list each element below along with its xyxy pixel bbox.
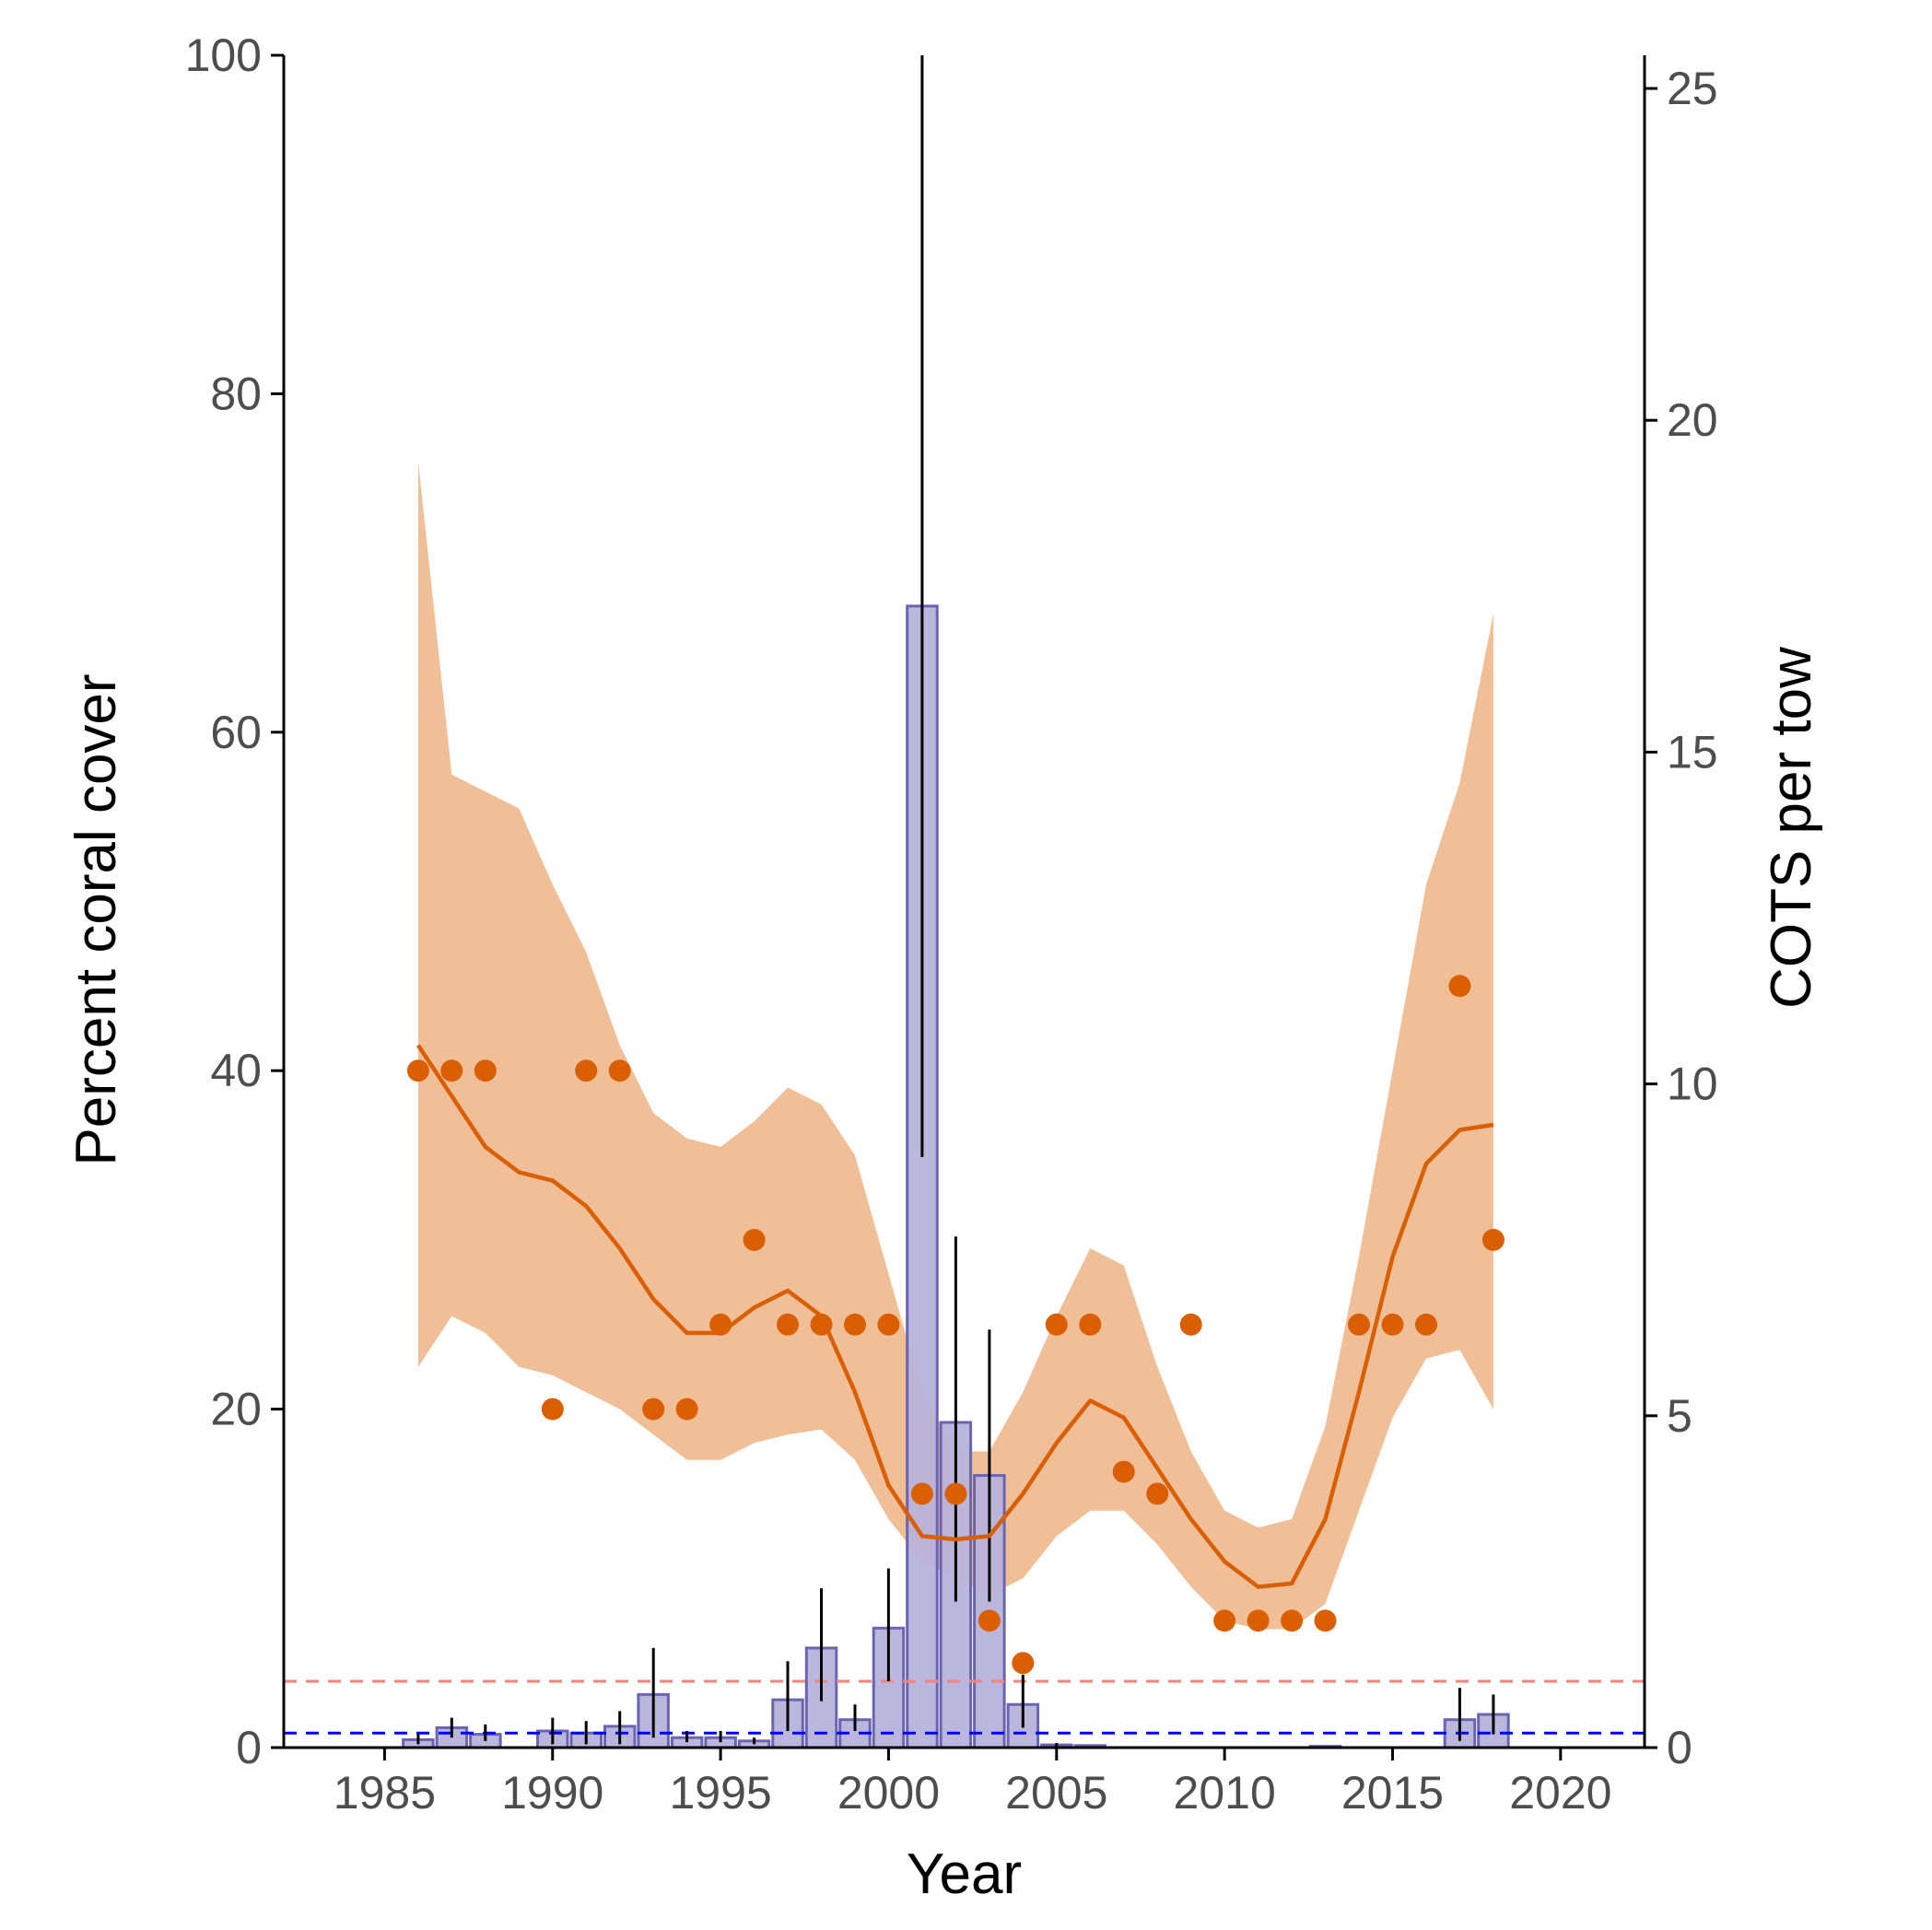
coral-point <box>944 1482 967 1505</box>
coral-point <box>844 1313 866 1336</box>
coral-point <box>1247 1609 1270 1632</box>
coral-point <box>1012 1652 1035 1675</box>
coral-point <box>810 1313 833 1336</box>
coral-point <box>1381 1313 1404 1336</box>
x-tick-label: 2000 <box>837 1767 940 1819</box>
coral-point <box>1079 1313 1102 1336</box>
coral-point <box>642 1398 665 1421</box>
coral-point <box>1314 1609 1337 1632</box>
y2-tick-label: 10 <box>1667 1059 1718 1110</box>
coral-point <box>743 1228 766 1251</box>
smooth-line <box>416 1044 1494 1589</box>
y-tick-label: 20 <box>210 1384 262 1435</box>
y2-tick-label: 25 <box>1667 63 1718 114</box>
coral-point-layer <box>406 975 1505 1675</box>
y-tick-label: 80 <box>210 368 262 419</box>
y2-tick-label: 5 <box>1667 1390 1692 1442</box>
x-axis-title: Year <box>907 1842 1022 1906</box>
coral-point <box>877 1313 900 1336</box>
coral-point <box>1213 1609 1236 1632</box>
axis-layer: 0 20 40 60 80 100 0 5 10 15 20 25 1985 1990 1995 2000 20… <box>185 29 1718 1819</box>
x-tick-label: 1985 <box>334 1767 436 1819</box>
coral-point <box>1348 1313 1370 1336</box>
coral-point <box>1112 1460 1135 1483</box>
x-tick-label: 2020 <box>1509 1767 1611 1819</box>
coral-point <box>777 1313 799 1336</box>
coral-point <box>1481 1228 1505 1251</box>
coral-point <box>440 1059 463 1082</box>
smooth-line-layer <box>416 1044 1494 1589</box>
coral-point <box>1146 1482 1169 1505</box>
confidence-ribbon <box>417 461 1493 1630</box>
y-tick-label: 40 <box>210 1045 262 1096</box>
coral-point <box>608 1059 631 1082</box>
y2-axis-title: COTS per tow <box>1760 647 1823 1009</box>
coral-point <box>1045 1313 1068 1336</box>
coral-point <box>675 1398 698 1421</box>
confidence-ribbon-layer <box>417 461 1493 1630</box>
y-tick-label: 60 <box>210 707 262 758</box>
coral-point <box>406 1059 429 1082</box>
coral-point <box>1415 1313 1437 1336</box>
y2-tick-label: 0 <box>1667 1722 1692 1773</box>
coral-point <box>1448 975 1471 998</box>
y-axis-title: Percent coral cover <box>64 673 128 1165</box>
x-tick-label: 2010 <box>1174 1767 1276 1819</box>
coral-point <box>541 1398 564 1421</box>
coral-point <box>910 1482 933 1505</box>
y2-tick-label: 15 <box>1667 726 1718 778</box>
coral-point <box>1281 1609 1304 1632</box>
coral-point <box>575 1059 598 1082</box>
y-tick-label: 100 <box>185 29 262 81</box>
y2-tick-label: 20 <box>1667 394 1718 446</box>
coral-point <box>709 1313 732 1336</box>
x-tick-label: 1990 <box>501 1767 603 1819</box>
x-tick-label: 2015 <box>1341 1767 1444 1819</box>
x-tick-label: 2005 <box>1005 1767 1107 1819</box>
threshold-line-layer <box>284 1679 1645 1735</box>
coral-point <box>1179 1313 1202 1336</box>
error-bar-layer <box>416 55 1495 1747</box>
y-tick-label: 0 <box>236 1722 262 1773</box>
coral-point <box>978 1609 1001 1632</box>
coral-point <box>474 1059 497 1082</box>
x-tick-label: 1995 <box>669 1767 771 1819</box>
